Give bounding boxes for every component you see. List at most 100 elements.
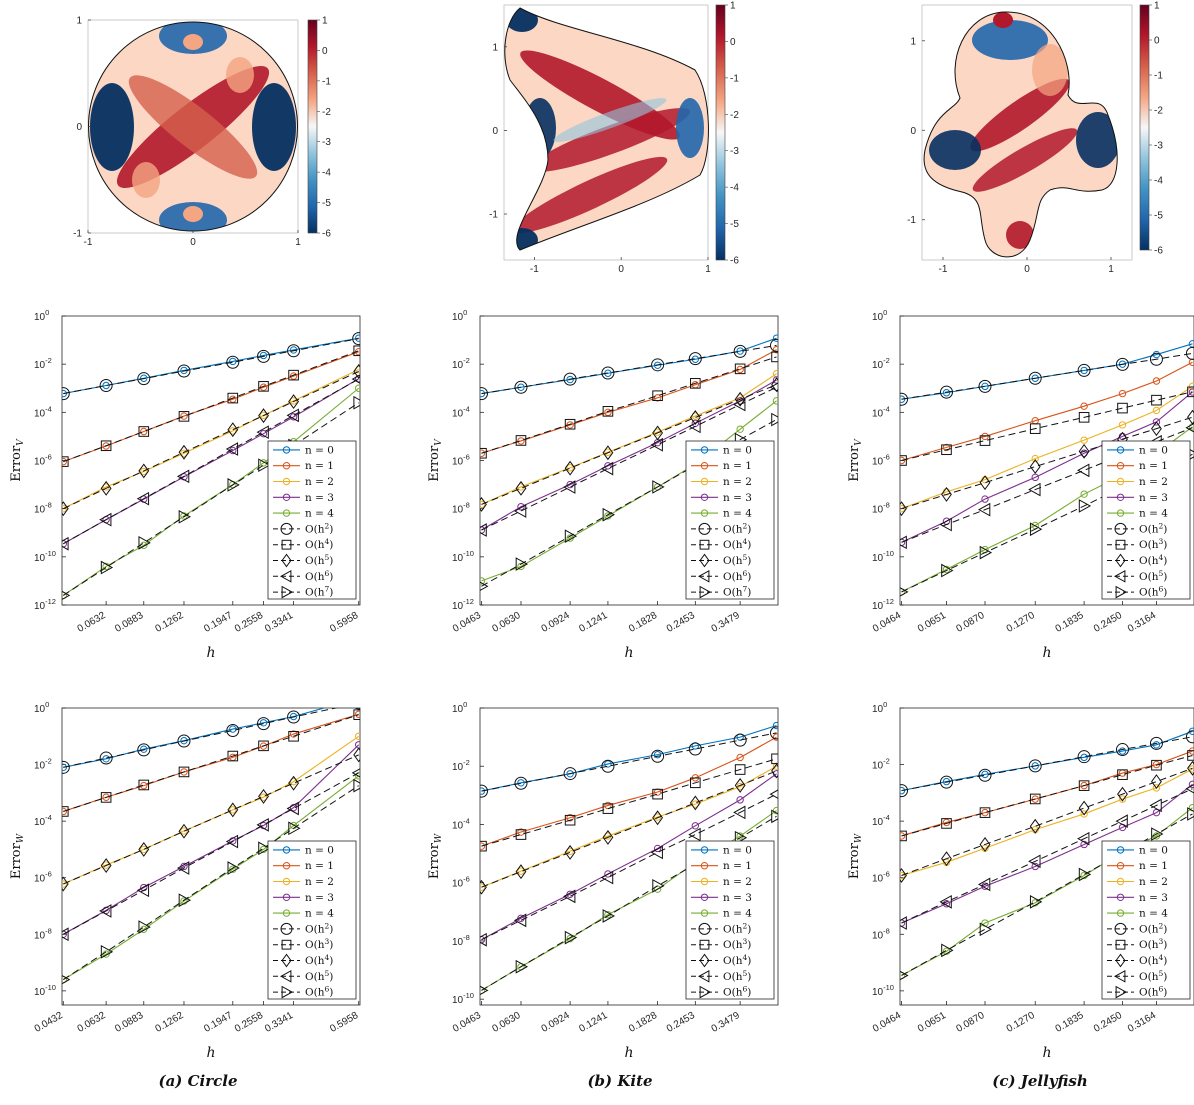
circle-marker <box>688 742 702 756</box>
y-tick-label: 10-8 <box>34 501 52 516</box>
colorbar-tick-label: -2 <box>322 107 331 118</box>
circle-marker <box>280 922 293 935</box>
triangle-right-marker <box>900 587 909 597</box>
diamond-marker <box>62 501 69 517</box>
series-point <box>140 845 148 854</box>
series-point <box>517 562 525 571</box>
diamond-marker <box>734 777 746 793</box>
legend-label: n = 1 <box>723 460 752 472</box>
triangle-left-marker <box>1113 969 1126 983</box>
reference-circle <box>480 338 778 401</box>
square-marker <box>652 390 663 402</box>
field-lobe <box>183 206 203 222</box>
circle-marker <box>62 387 70 401</box>
legend-label: n = 3 <box>305 492 334 504</box>
legend-box <box>1101 840 1191 1000</box>
circle-marker <box>1114 922 1127 935</box>
x-tick-label: 0.1262 <box>153 1010 185 1035</box>
triangle-right-marker <box>353 778 360 793</box>
x-tick-label: 0.3341 <box>263 610 295 635</box>
domain-outline <box>504 7 709 251</box>
legend-label: O(h4) <box>1139 953 1167 967</box>
square-marker <box>900 455 907 466</box>
circle-marker <box>1149 736 1163 750</box>
circle-marker <box>688 352 702 366</box>
circle-marker <box>601 366 615 380</box>
diamond-marker <box>1187 409 1194 425</box>
series-point <box>981 808 989 817</box>
plot-area <box>62 708 360 985</box>
series-point <box>1080 840 1088 849</box>
triangle-left-marker <box>977 502 991 517</box>
series-point <box>355 772 360 780</box>
reference-square <box>62 709 360 817</box>
legend-label: n = 1 <box>1139 860 1168 872</box>
series-point <box>900 871 906 880</box>
series-point <box>102 442 110 450</box>
triangle-right-marker <box>178 893 192 908</box>
series-point <box>355 710 360 718</box>
series-point <box>1188 388 1194 396</box>
x-tick-label: 0.1241 <box>577 610 609 635</box>
y-tick-label: 10-12 <box>34 597 56 612</box>
y-tick-label: 10-2 <box>872 356 890 371</box>
series-point <box>480 842 486 850</box>
colorbar-tick-label: -6 <box>322 229 331 240</box>
y-axis-label: ErrorW <box>9 833 26 879</box>
legend-label: n = 3 <box>1139 892 1168 904</box>
series-line <box>901 750 1193 837</box>
y-tick-label: 10-4 <box>872 813 890 828</box>
series-point <box>1152 406 1161 415</box>
diamond-marker <box>227 422 239 438</box>
square-marker <box>699 939 710 950</box>
field-lobe <box>132 162 160 198</box>
x-tick-label: 0.0463 <box>451 610 483 635</box>
x-tick-label: 0.1262 <box>153 610 185 635</box>
x-tick-label: 0.0870 <box>955 610 987 635</box>
series-point <box>1080 402 1088 410</box>
series-point <box>1080 436 1088 444</box>
triangle-left-marker <box>650 845 663 860</box>
diamond-marker <box>353 747 360 763</box>
triangle-left-marker <box>733 397 746 412</box>
legend-label: O(h2) <box>723 921 751 935</box>
triangle-right-marker <box>288 821 301 836</box>
series-point <box>772 397 778 405</box>
legend-marker <box>282 909 291 917</box>
legend-marker <box>282 846 291 854</box>
x-axis-label: h <box>206 645 215 661</box>
reference-triangle-left <box>62 768 360 942</box>
series-point <box>942 443 951 452</box>
triangle-right-marker <box>1078 499 1092 513</box>
jellyfish-W: 100 10-2 10-4 10-6 10-8 10-10 0.0464 0.0651 0.08… <box>847 700 1194 1061</box>
series-point <box>900 832 906 840</box>
triangle-left-marker <box>939 895 952 909</box>
circle-marker <box>1077 750 1091 764</box>
series-point <box>355 334 360 342</box>
caption-jellyfish: (c) Jellyfish <box>992 1072 1088 1090</box>
square-marker <box>1078 412 1090 423</box>
series-point <box>1188 780 1194 789</box>
legend-label: O(h6) <box>1139 585 1167 599</box>
series-point <box>1031 473 1039 482</box>
colorbar-tick-label: -4 <box>730 183 739 194</box>
y-tick-label: 10-10 <box>872 549 894 564</box>
square-marker <box>1117 769 1128 780</box>
series-point <box>772 376 778 384</box>
y-tick-label: 10-8 <box>452 933 470 948</box>
square-marker <box>900 830 907 842</box>
diamond-marker <box>178 823 190 839</box>
field-lobe <box>1032 44 1068 96</box>
circle-marker <box>177 734 191 748</box>
x-axis-label: h <box>624 1045 633 1061</box>
diamond-marker <box>227 802 239 818</box>
colorbar-tick-label: -3 <box>730 146 739 157</box>
triangle-right-marker <box>138 536 151 550</box>
legend-marker <box>1116 446 1125 454</box>
triangle-right-marker <box>100 560 114 575</box>
x-tick-label: 0 <box>190 237 196 248</box>
diamond-marker <box>900 501 907 517</box>
y-tick-label: 0 <box>910 126 916 137</box>
square-marker <box>515 829 527 840</box>
series-line <box>901 385 1193 510</box>
